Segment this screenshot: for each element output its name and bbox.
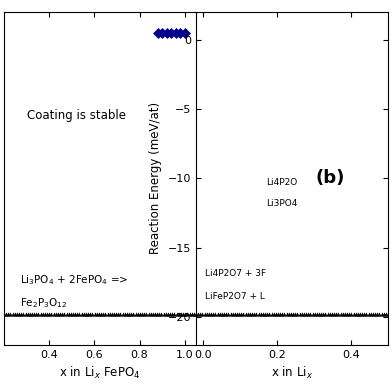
Text: Li$_3$PO$_4$ + 2FePO$_4$ =>: Li$_3$PO$_4$ + 2FePO$_4$ => — [20, 273, 128, 287]
X-axis label: x in Li$_x$: x in Li$_x$ — [271, 365, 313, 381]
X-axis label: x in Li$_x$ FePO$_4$: x in Li$_x$ FePO$_4$ — [59, 365, 141, 381]
Y-axis label: Reaction Energy (meV/at): Reaction Energy (meV/at) — [149, 102, 162, 254]
Text: Li4P2O7 + 3F: Li4P2O7 + 3F — [205, 269, 266, 278]
Text: Li3PO4: Li3PO4 — [266, 199, 298, 208]
Text: Li4P2O: Li4P2O — [266, 178, 298, 187]
Text: Fe$_2$P$_3$O$_{12}$: Fe$_2$P$_3$O$_{12}$ — [20, 296, 67, 310]
Text: Coating is stable: Coating is stable — [27, 109, 125, 122]
Text: (b): (b) — [315, 169, 345, 187]
Text: LiFeP2O7 + L: LiFeP2O7 + L — [205, 292, 265, 301]
